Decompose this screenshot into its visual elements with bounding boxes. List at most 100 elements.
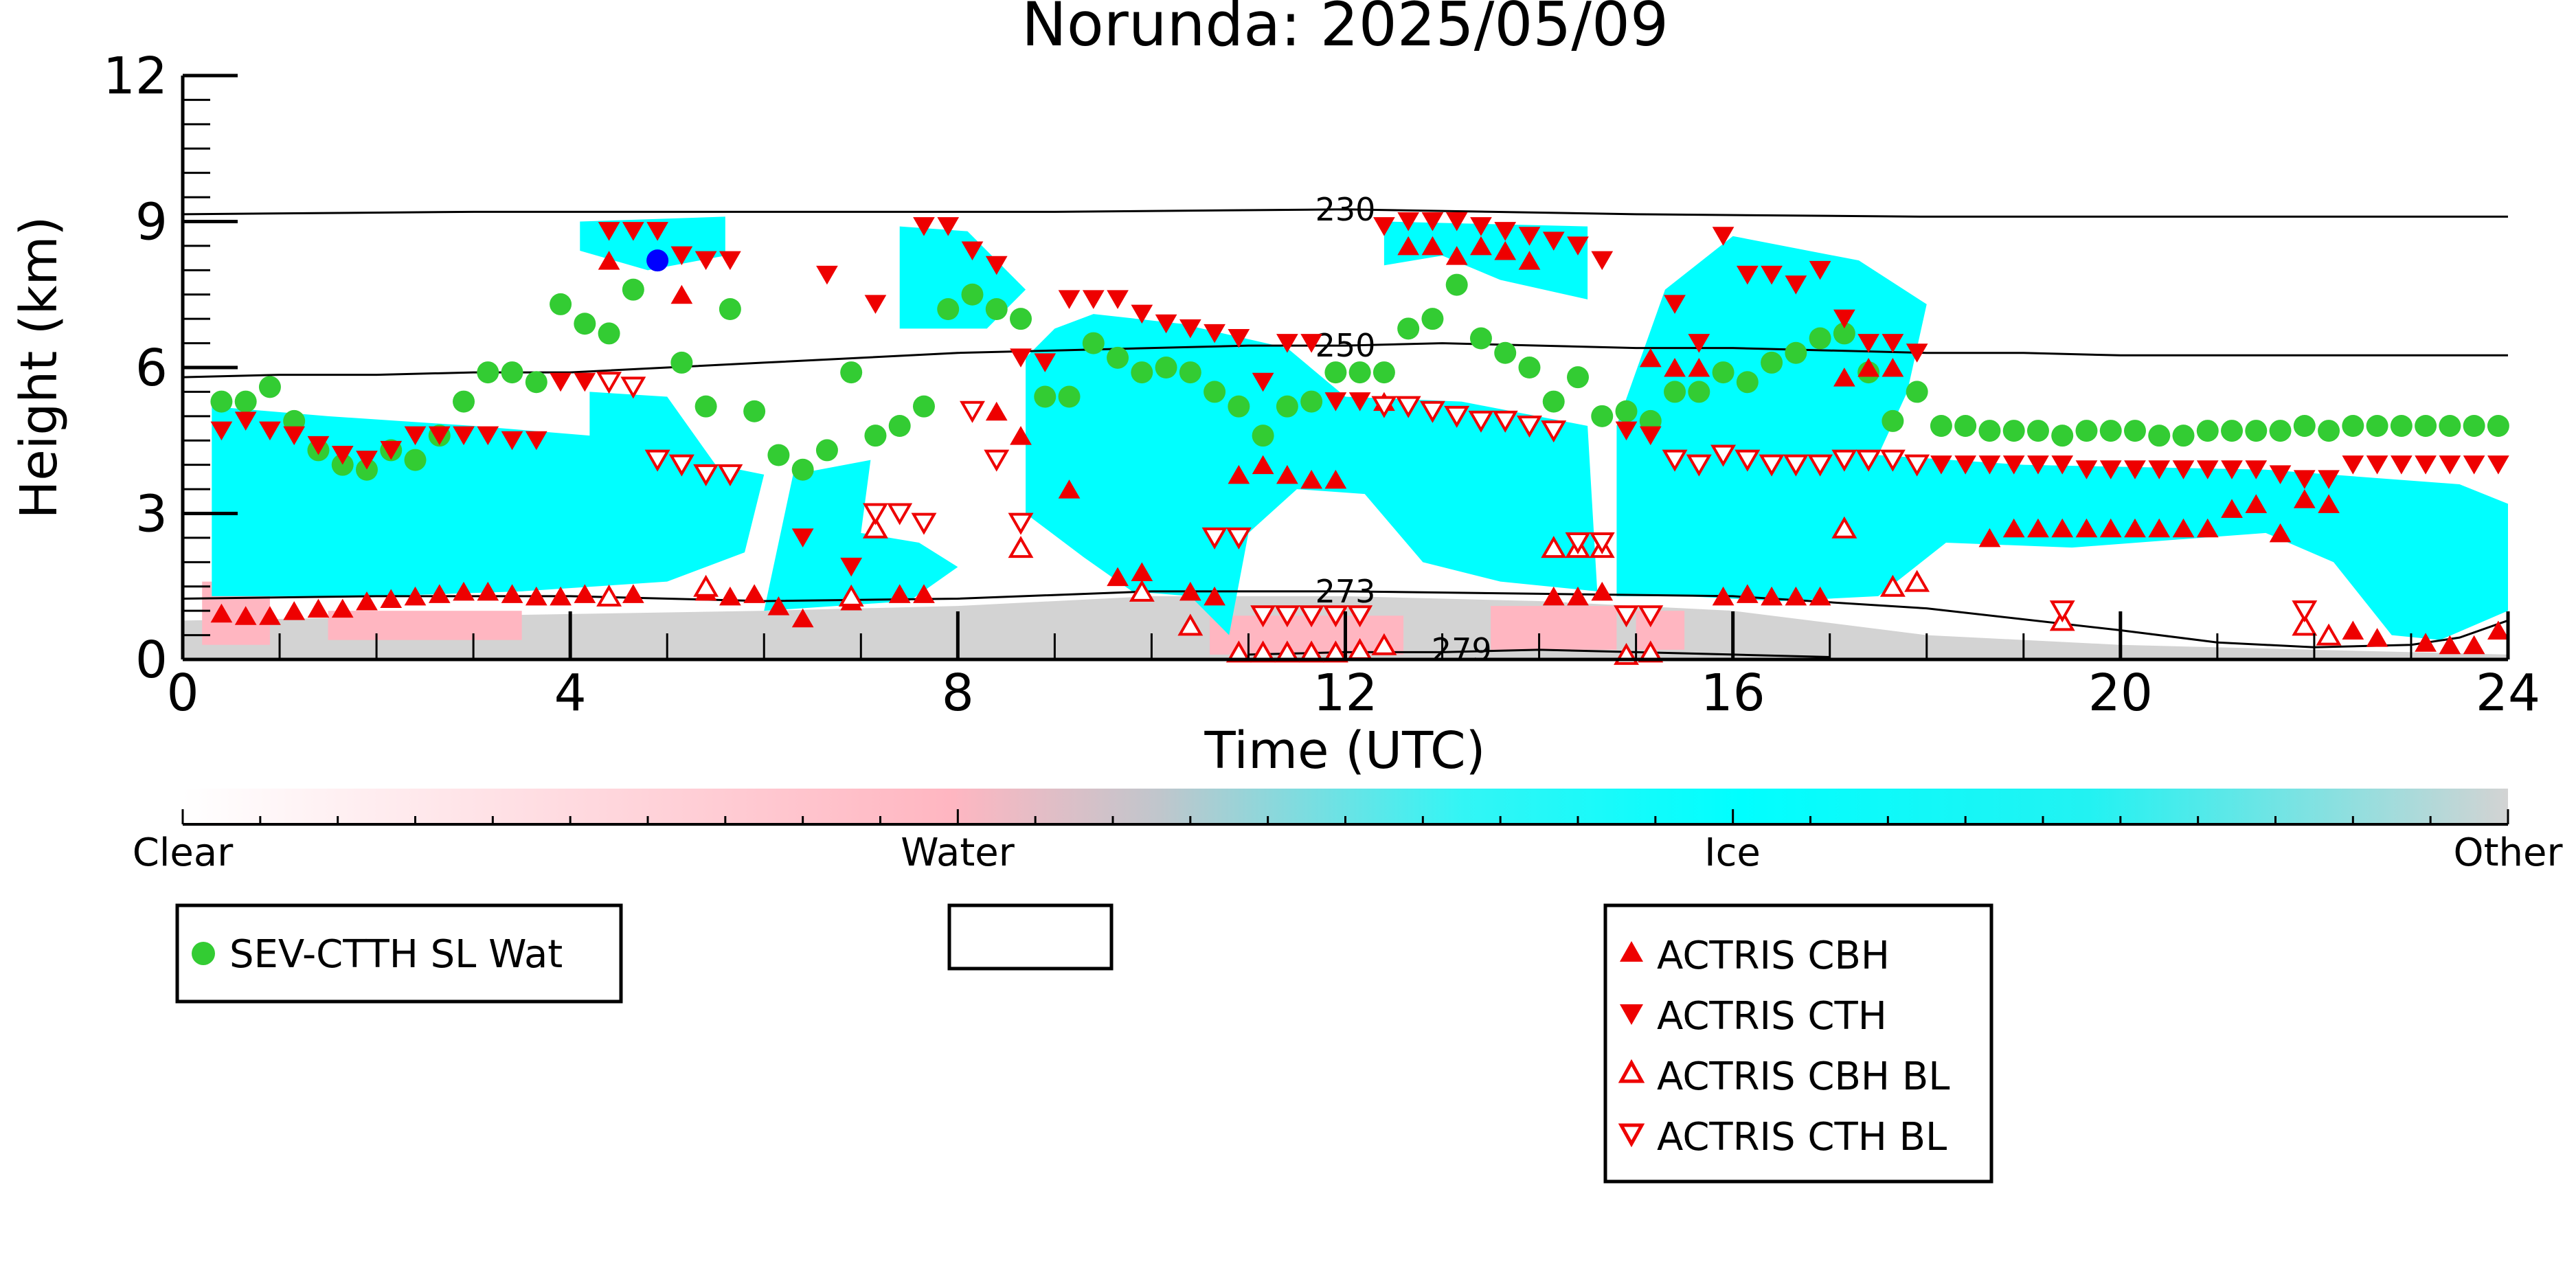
data-point [501, 584, 523, 603]
data-point [1735, 449, 1761, 472]
data-point [1445, 212, 1468, 231]
data-point [1565, 532, 1591, 555]
data-point [210, 421, 233, 441]
data-point [1615, 400, 1638, 422]
legend-marker-actris-cbh [1620, 941, 1643, 962]
data-point [210, 603, 233, 623]
data-point [2366, 628, 2388, 647]
data-point [1978, 420, 2001, 442]
data-point [1373, 217, 1395, 236]
data-point [816, 265, 838, 285]
x-tick-label: 12 [1313, 664, 1377, 723]
data-point [670, 351, 693, 374]
contour-label-279: 279 [1432, 631, 1492, 668]
data-point [2051, 455, 2074, 475]
x-tick-label: 24 [2476, 664, 2540, 723]
data-point [1395, 396, 1421, 418]
data-point [1155, 357, 1177, 379]
data-point [1444, 405, 1470, 428]
data-point [668, 454, 694, 477]
data-point [622, 222, 644, 241]
data-point [961, 283, 984, 306]
data-point [620, 376, 646, 399]
data-point [2342, 620, 2364, 640]
data-point [862, 503, 888, 526]
data-point [888, 415, 911, 437]
series-0 [210, 273, 2509, 481]
legend-marker-actris-cth [1620, 1004, 1643, 1025]
data-point [501, 361, 523, 384]
data-point [1518, 251, 1541, 270]
data-point [1831, 449, 1857, 472]
data-point [985, 401, 1008, 421]
data-point [550, 293, 572, 315]
legend-marker-actris-cbh-bl [1618, 1059, 1645, 1083]
data-point [1468, 410, 1494, 433]
data-point [2026, 420, 2049, 442]
colorbar-label-other: Other [2453, 831, 2563, 875]
data-point [1567, 586, 1589, 606]
data-point [1228, 329, 1250, 348]
data-point [2487, 455, 2509, 475]
data-point [1930, 455, 1952, 475]
data-point [693, 574, 719, 597]
data-point [646, 249, 669, 272]
data-point [1204, 324, 1225, 343]
data-point [1228, 395, 1250, 418]
data-point [283, 426, 306, 446]
data-point [1082, 290, 1105, 309]
data-point [2463, 635, 2485, 655]
data-point [2415, 455, 2437, 475]
data-point [1809, 260, 1831, 280]
data-point [911, 512, 937, 535]
data-point [694, 395, 717, 418]
data-point [1857, 334, 1879, 353]
contour-line-273 [183, 590, 2508, 648]
data-point [1107, 567, 1129, 587]
data-point [1785, 341, 1807, 364]
data-point [984, 449, 1010, 472]
data-point [985, 256, 1008, 275]
data-point [1204, 381, 1226, 403]
data-point [1589, 532, 1615, 555]
data-point [1712, 361, 1735, 384]
data-point [1855, 449, 1882, 472]
data-point [307, 598, 330, 618]
data-point [862, 516, 888, 539]
data-point [1954, 455, 1977, 475]
data-point [1591, 251, 1614, 271]
data-point [1664, 295, 1686, 314]
data-point [2123, 420, 2146, 442]
data-point [2075, 420, 2098, 442]
series-1 [646, 249, 669, 272]
data-point [598, 251, 620, 270]
data-point [1639, 348, 1662, 368]
data-point [1785, 275, 1807, 295]
data-point [2415, 415, 2437, 437]
y-tick-label: 6 [135, 339, 168, 398]
data-point [1179, 581, 1201, 601]
data-point [1783, 454, 1809, 477]
data-point [596, 584, 622, 607]
data-point [1421, 236, 1444, 256]
data-point [428, 584, 451, 603]
data-point [937, 298, 960, 320]
data-point [525, 431, 547, 451]
data-point [1058, 290, 1081, 309]
data-point [1276, 334, 1298, 353]
data-point [2099, 460, 2122, 479]
data-point [2124, 518, 2146, 538]
data-point [1010, 426, 1032, 445]
data-point [598, 322, 620, 345]
data-point [1807, 454, 1833, 477]
data-point [1397, 236, 1420, 256]
data-point [477, 581, 499, 601]
colorbar-label-ice: Ice [1704, 831, 1761, 875]
data-point [1882, 357, 1904, 377]
data-point [2390, 415, 2413, 437]
data-point [2269, 465, 2292, 484]
data-point [1324, 392, 1347, 411]
data-point [1421, 308, 1444, 330]
data-point [840, 361, 863, 384]
